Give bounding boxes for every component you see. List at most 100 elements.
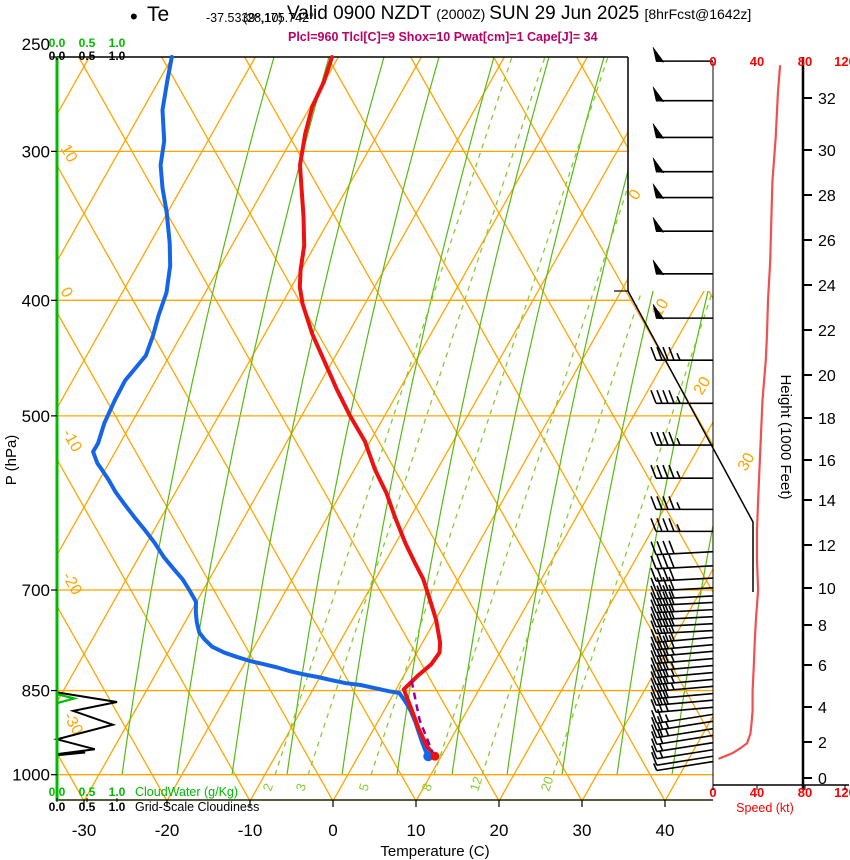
speed-tick-label-top: 80	[798, 54, 812, 69]
wind-barb-full-tick	[656, 464, 663, 479]
wind-barb-flag	[652, 303, 665, 320]
wind-barb-full-tick	[650, 606, 657, 620]
cloudwater-scale-top: 1.0	[109, 36, 126, 50]
pressure-tick-label: 250	[22, 35, 50, 54]
wind-barb-full-tick	[656, 577, 663, 591]
wind-barbs	[650, 46, 714, 772]
wind-barb-full-tick	[662, 605, 669, 620]
cloudwater-profile	[56, 693, 79, 705]
wind-barb-full-tick	[650, 699, 657, 713]
sounding-curves	[91, 55, 443, 762]
cloudwater-axis-title: CloudWater (g/Kg)	[135, 785, 238, 799]
dewpoint-curve	[91, 55, 431, 759]
height-tick-label: 4	[818, 700, 827, 717]
wind-barb-full-tick	[650, 613, 657, 627]
speed-tick-label-bottom: 40	[750, 785, 764, 800]
wind-barb-full-tick	[668, 598, 675, 612]
wind-barb-full-tick	[656, 613, 663, 627]
temperature-tick-label: 0	[328, 821, 337, 840]
wind-barb-full-tick	[650, 636, 657, 650]
wind-barb-staff	[656, 727, 714, 739]
wind-barb-full-tick	[650, 643, 657, 657]
wind-barb-full-tick	[650, 518, 657, 532]
wind-barb-full-tick	[656, 591, 663, 606]
isotherm-line	[831, 57, 850, 801]
dry-adiabat-line	[161, 57, 583, 801]
wind-barb-full-tick	[662, 496, 669, 510]
isotherm-value-label: 20	[691, 374, 715, 398]
wind-barb	[652, 183, 713, 199]
wind-barb-full-tick	[650, 389, 657, 404]
wind-barb-full-tick	[650, 709, 658, 724]
sounding-parameters: Plcl=960 Tlcl[C]=9 Shox=10 Pwat[cm]=1 Ca…	[288, 30, 598, 44]
wind-barb-full-tick	[656, 656, 663, 671]
wind-barb-full-tick	[662, 540, 669, 555]
dry-adiabat-line	[78, 57, 500, 801]
speed-tick-label-top: 40	[750, 54, 764, 69]
surface-dewpoint-dot	[423, 751, 434, 762]
wind-barb-full-tick	[656, 606, 663, 620]
isotherm-line	[332, 57, 713, 801]
wind-barb-full-tick	[662, 641, 669, 656]
isotherm-line	[166, 57, 588, 801]
cloudiness-axis-title: Grid-Scale Cloudiness	[135, 800, 259, 814]
wind-barb-full-tick	[662, 635, 669, 649]
wind-barb-full-tick	[662, 670, 669, 684]
pressure-tick-label: 500	[22, 407, 50, 426]
cloudiness-scale-bottom: 0.0	[49, 800, 66, 814]
wind-barb-full-tick	[650, 567, 657, 582]
wind-barb-full-tick	[656, 431, 663, 446]
wind-barb-full-tick	[668, 591, 675, 605]
wind-barb-half-tick	[670, 654, 675, 663]
speed-tick-label-bottom: 120	[834, 785, 850, 800]
valid-time-main: Valid 0900 NZDT	[287, 3, 437, 24]
wind-barb-full-tick	[656, 642, 663, 657]
wind-barb-staff	[656, 734, 714, 746]
wind-barb-full-tick	[668, 576, 675, 591]
isotherm-line	[748, 57, 850, 801]
wind-barb-full-tick	[662, 663, 669, 677]
wind-barb-full-tick	[662, 554, 669, 569]
wind-barb-full-tick	[656, 698, 663, 713]
wind-barb-full-tick	[668, 584, 675, 599]
height-tick-label: 26	[818, 233, 836, 250]
wind-barb	[650, 496, 713, 511]
height-tick-label: 8	[818, 618, 827, 635]
temperature-tick-label: 10	[407, 821, 426, 840]
wind-barb	[650, 730, 714, 746]
temperature-tick-label: -10	[238, 821, 263, 840]
wind-barb-flag	[652, 217, 665, 233]
dry-adiabat-line	[327, 57, 713, 801]
cloudwater-scale-bottom: 1.0	[109, 785, 126, 799]
wind-barb	[652, 760, 714, 772]
wind-barb-full-tick	[650, 629, 657, 643]
wind-barb-full-tick	[668, 540, 675, 554]
dry-adiabat-value-label: 10	[57, 142, 81, 166]
wind-barb-full-tick	[668, 464, 675, 479]
pressure-axis-title: P (hPa)	[3, 435, 20, 486]
wind-barb-half-tick	[658, 743, 664, 751]
height-tick-label: 2	[818, 735, 827, 752]
mixing-ratio-value-label: 2	[260, 781, 277, 793]
isotherm-line	[664, 57, 713, 801]
wind-barb-full-tick	[656, 677, 663, 691]
height-tick-label: 28	[818, 188, 836, 205]
wind-barb-full-tick	[656, 599, 663, 613]
wind-barb-half-tick	[670, 675, 675, 684]
cloudiness-scale-top: 0.5	[79, 49, 96, 63]
wind-barb-full-tick	[650, 541, 657, 555]
dry-adiabat-line	[410, 57, 713, 801]
wind-barb-staff	[656, 577, 714, 582]
height-tick-label: 16	[818, 453, 836, 470]
wind-barb	[652, 157, 713, 174]
temperature-tick-label: -20	[155, 821, 180, 840]
wind-barb-full-tick	[656, 670, 663, 685]
pressure-tick-label: 850	[22, 682, 50, 701]
wind-barb-full-tick	[662, 576, 669, 591]
wind-barb-flag	[652, 123, 665, 139]
station-coordinates: -37.5339°,175.742°	[206, 11, 315, 25]
wind-barb-full-tick	[662, 690, 669, 705]
height-tick-label: 0	[818, 771, 827, 788]
wind-barb-full-tick	[656, 496, 663, 510]
wind-barb-full-tick	[662, 598, 669, 613]
